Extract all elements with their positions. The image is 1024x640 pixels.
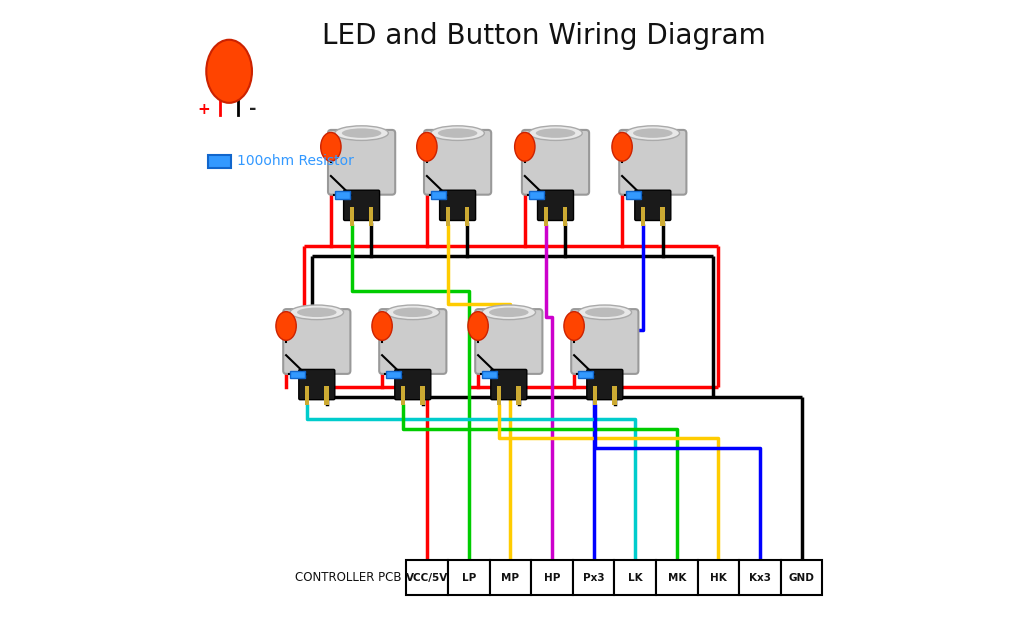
Bar	[531, 560, 572, 595]
Bar	[335, 191, 350, 199]
Bar	[370, 207, 374, 226]
FancyBboxPatch shape	[620, 130, 686, 195]
Ellipse shape	[297, 308, 337, 317]
Ellipse shape	[515, 132, 535, 161]
Text: MK: MK	[668, 573, 686, 582]
Text: HK: HK	[710, 573, 727, 582]
Bar	[563, 207, 567, 226]
Ellipse shape	[633, 129, 673, 138]
FancyBboxPatch shape	[379, 309, 446, 374]
Ellipse shape	[393, 308, 432, 317]
Bar	[305, 386, 309, 405]
Ellipse shape	[468, 312, 488, 340]
Text: +: +	[198, 102, 211, 117]
Text: MP: MP	[502, 573, 519, 582]
Bar	[208, 155, 231, 168]
Ellipse shape	[321, 132, 341, 161]
FancyBboxPatch shape	[522, 130, 589, 195]
FancyBboxPatch shape	[587, 369, 623, 400]
FancyBboxPatch shape	[344, 190, 380, 221]
Text: LED and Button Wiring Diagram: LED and Button Wiring Diagram	[323, 22, 766, 51]
FancyBboxPatch shape	[284, 309, 350, 374]
Text: Px3: Px3	[583, 573, 604, 582]
Text: LP: LP	[462, 573, 476, 582]
Ellipse shape	[206, 40, 252, 103]
Ellipse shape	[585, 308, 625, 317]
Text: CONTROLLER PCB: CONTROLLER PCB	[295, 571, 401, 584]
Bar	[656, 560, 697, 595]
Ellipse shape	[489, 308, 528, 317]
Bar	[516, 386, 520, 405]
Ellipse shape	[342, 129, 381, 138]
Text: GND: GND	[788, 573, 814, 582]
Text: VCC/5V: VCC/5V	[407, 573, 449, 582]
Bar	[482, 371, 497, 378]
FancyBboxPatch shape	[424, 130, 492, 195]
Bar	[579, 371, 593, 378]
Bar	[697, 560, 739, 595]
Ellipse shape	[579, 305, 632, 319]
Ellipse shape	[626, 126, 680, 140]
Text: Kx3: Kx3	[749, 573, 771, 582]
FancyBboxPatch shape	[328, 130, 395, 195]
Ellipse shape	[417, 132, 437, 161]
FancyBboxPatch shape	[538, 190, 573, 221]
Ellipse shape	[290, 305, 344, 319]
Bar	[350, 207, 354, 226]
Bar	[431, 191, 445, 199]
Ellipse shape	[536, 129, 575, 138]
FancyBboxPatch shape	[571, 309, 638, 374]
Bar	[290, 371, 305, 378]
Ellipse shape	[372, 312, 392, 340]
Ellipse shape	[438, 129, 477, 138]
Text: HP: HP	[544, 573, 560, 582]
Bar	[421, 386, 425, 405]
Bar	[449, 560, 489, 595]
Text: LK: LK	[628, 573, 642, 582]
Bar	[386, 371, 401, 378]
Bar	[641, 207, 645, 226]
Ellipse shape	[431, 126, 484, 140]
FancyBboxPatch shape	[299, 369, 335, 400]
Text: -: -	[249, 100, 257, 118]
FancyBboxPatch shape	[395, 369, 431, 400]
Bar	[445, 207, 450, 226]
Bar	[497, 386, 501, 405]
Ellipse shape	[612, 132, 632, 161]
Ellipse shape	[564, 312, 585, 340]
Bar	[593, 386, 597, 405]
Text: 100ohm Resistor: 100ohm Resistor	[237, 154, 353, 168]
Bar	[612, 386, 616, 405]
Ellipse shape	[528, 126, 583, 140]
Bar	[739, 560, 780, 595]
FancyBboxPatch shape	[439, 190, 475, 221]
Bar	[572, 560, 614, 595]
Bar	[626, 191, 641, 199]
Bar	[660, 207, 665, 226]
Bar	[780, 560, 822, 595]
Bar	[407, 560, 449, 595]
Bar	[325, 386, 329, 405]
Ellipse shape	[335, 126, 388, 140]
Bar	[401, 386, 406, 405]
Ellipse shape	[275, 312, 296, 340]
FancyBboxPatch shape	[635, 190, 671, 221]
Ellipse shape	[482, 305, 536, 319]
Bar	[544, 207, 548, 226]
Bar	[465, 207, 469, 226]
FancyBboxPatch shape	[475, 309, 543, 374]
Ellipse shape	[386, 305, 439, 319]
Bar	[489, 560, 531, 595]
Bar	[528, 191, 544, 199]
Bar	[614, 560, 656, 595]
FancyBboxPatch shape	[490, 369, 526, 400]
